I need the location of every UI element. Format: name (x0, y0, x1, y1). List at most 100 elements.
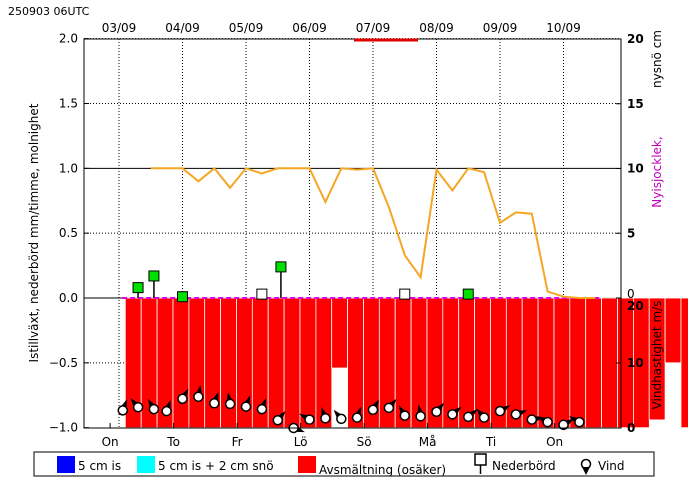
wind-marker (177, 388, 189, 405)
top-tick-label: 09/09 (483, 21, 518, 35)
legend-label-ice-snow: 5 cm is + 2 cm snö (158, 459, 274, 473)
precipitation-point (399, 288, 411, 300)
legend-swatch-ice-snow (137, 456, 155, 473)
wind-marker (147, 398, 160, 415)
wind-marker (209, 392, 220, 409)
legend-label-wind: Vind (598, 459, 625, 473)
wind-marker (320, 407, 331, 424)
wind-point (193, 391, 204, 403)
wind-marker (351, 406, 363, 423)
right-upper-tick-label: 5 (627, 226, 635, 240)
wind-marker (398, 405, 411, 421)
melt-bar (458, 297, 476, 429)
right-lower-tick-label: 20 (627, 299, 644, 313)
right-upper-axis-label: nysnö cm (650, 30, 664, 88)
bottom-axis: On To Fr Lö Sö Må Ti On (102, 423, 563, 449)
bottom-tick-label: Lö (294, 435, 308, 449)
wind-point (304, 414, 315, 425)
wind-marker (299, 413, 315, 425)
top-tick-label: 06/09 (292, 21, 327, 35)
wind-marker (415, 404, 426, 422)
wind-point (510, 409, 522, 420)
top-tick-label: 08/09 (419, 21, 454, 35)
wind-point (272, 414, 284, 426)
wind-point (494, 405, 506, 417)
legend-swatch-melt (298, 456, 316, 473)
melt-bar (267, 297, 285, 429)
wind-point (367, 404, 379, 416)
wind-point (161, 405, 172, 417)
melt-bar (569, 297, 587, 429)
bottom-tick-label: To (166, 435, 180, 449)
precipitation-point (275, 261, 287, 273)
bottom-tick-label: Sö (357, 435, 372, 449)
wind-marker (240, 395, 252, 412)
wind-point (224, 398, 236, 410)
legend-label-ice: 5 cm is (78, 459, 121, 473)
precipitation-point (256, 288, 268, 300)
legend-label-precipitation: Nederbörd (492, 459, 556, 473)
wind-legend-icon (580, 458, 592, 475)
wind-marker (463, 409, 478, 423)
wind-point (447, 409, 458, 420)
wind-point (148, 403, 160, 415)
left-tick-label: 1.5 (59, 96, 78, 110)
melt-bar (331, 297, 349, 369)
top-tick-label: 07/09 (356, 21, 391, 35)
wind-marker (224, 392, 236, 410)
melt-bar (315, 297, 333, 429)
melt-bar (172, 297, 190, 429)
left-tick-label: 0.0 (59, 291, 78, 305)
wind-marker (193, 384, 204, 403)
wind-point (558, 419, 569, 431)
top-tick-label: 04/09 (165, 21, 200, 35)
precipitation-point (177, 291, 188, 303)
melt-bar (394, 297, 412, 429)
top-tick-label: 03/09 (102, 21, 137, 35)
melt-bar (553, 297, 571, 429)
wind-point (336, 413, 347, 425)
melt-bar (601, 297, 618, 429)
left-axis-label: Istillväxt, nederbörd mm/timme, molnighe… (27, 103, 41, 362)
melt-bar (283, 297, 301, 429)
wind-point (431, 406, 442, 418)
left-tick-label: 1.0 (59, 161, 78, 175)
bottom-tick-label: Ti (485, 435, 496, 449)
wind-marker (558, 418, 574, 431)
wind-point (399, 410, 411, 421)
legend: 5 cm is 5 cm is + 2 cm snö Avsmältning (… (33, 451, 655, 477)
top-axis: 03/09 04/09 05/09 06/09 07/09 08/09 09/09 10/09 (102, 21, 581, 35)
right-lower-axis-label: Vindhastighet m/s (650, 301, 664, 410)
wind-point (177, 393, 188, 405)
top-tick-label: 10/09 (546, 21, 581, 35)
bottom-tick-label: Fr (232, 435, 243, 449)
right-upper-tick-label: 0 (627, 287, 635, 301)
left-axis: 2.0 1.5 1.0 0.5 0.0 −0.5 −1.0 (49, 32, 89, 435)
melt-bar (585, 297, 603, 429)
wind-point (256, 403, 268, 415)
wind-marker (447, 406, 462, 420)
wind-point (463, 411, 474, 423)
right-upper-axis: 20 15 10 5 0 (616, 32, 644, 301)
right-upper-axis-label-2: Nyisjocklek, (650, 136, 664, 207)
wind-point (542, 416, 553, 428)
right-lower-axis: 20 10 0 (616, 297, 644, 435)
precipitation-point (132, 282, 144, 294)
wind-marker (431, 402, 445, 418)
wind-marker (333, 409, 347, 425)
wind-markers (117, 384, 585, 434)
right-lower-tick-label: 0 (627, 421, 635, 435)
wind-marker (569, 416, 585, 428)
wind-point (132, 401, 144, 413)
left-tick-label: 0.5 (59, 226, 78, 240)
bottom-tick-label: On (102, 435, 119, 449)
wind-marker (367, 399, 379, 416)
melt-bar (188, 297, 206, 429)
melt-bar (680, 297, 688, 429)
wind-point (526, 414, 538, 425)
wind-point (320, 413, 331, 424)
wind-marker (161, 399, 172, 417)
precipitation-markers (132, 261, 474, 303)
wind-marker (494, 405, 511, 417)
